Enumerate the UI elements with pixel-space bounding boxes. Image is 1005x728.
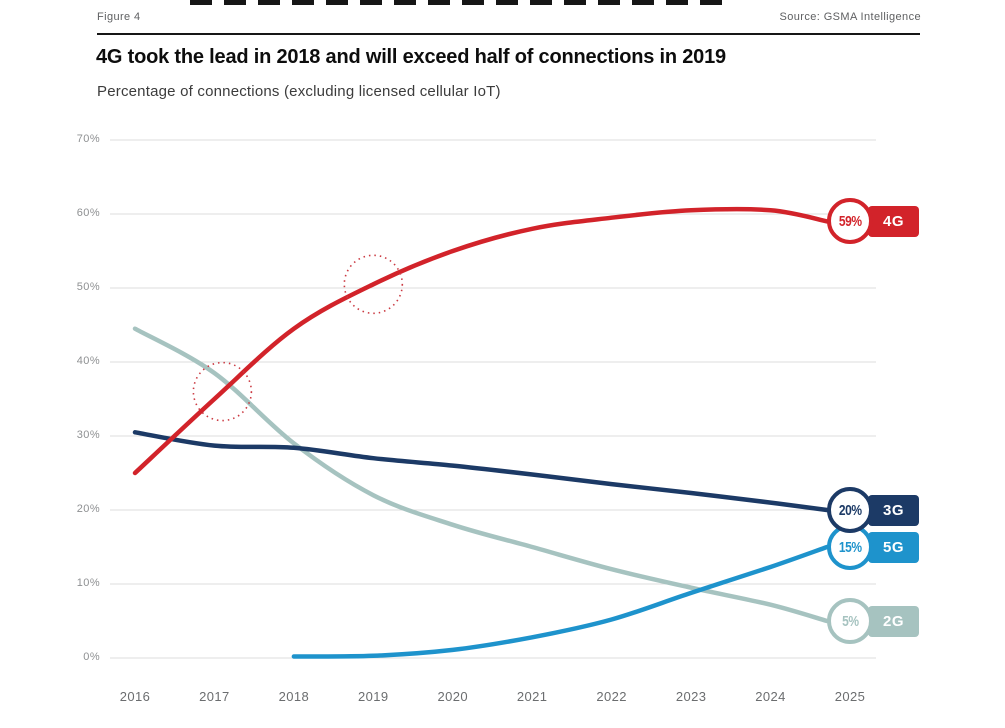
y-axis-tick-label: 50%: [76, 281, 100, 293]
y-axis-tick-label: 40%: [76, 355, 100, 367]
x-axis-tick-label: 2022: [596, 689, 627, 704]
end-value-circle-4g: 59%: [827, 198, 873, 245]
end-value-circle-3g: 20%: [827, 487, 873, 533]
y-axis-tick-label: 10%: [76, 577, 100, 589]
end-value-label: 59%: [838, 212, 862, 230]
end-value-label: 5%: [841, 612, 859, 630]
legend-badge-2g: 2G: [868, 605, 919, 637]
x-axis-tick-label: 2018: [278, 689, 310, 704]
source-label: Source: GSMA Intelligence: [779, 11, 921, 23]
cutoff-text-remnant: [190, 0, 722, 5]
x-axis-tick-label: 2024: [755, 689, 786, 704]
y-axis-tick-label: 70%: [76, 133, 100, 145]
legend-badge-3g: 3G: [868, 494, 919, 526]
y-axis-tick-label: 0%: [83, 651, 100, 663]
end-value-circle-2g: 5%: [827, 598, 873, 644]
chart-subtitle: Percentage of connections (excluding lic…: [97, 83, 501, 100]
x-axis-tick-label: 2016: [119, 689, 151, 704]
legend-badge-4g: 4G: [868, 205, 919, 237]
figure-label: Figure 4: [97, 11, 141, 23]
x-axis-tick-label: 2020: [437, 689, 469, 704]
annotation-dotted-circle: [192, 361, 253, 422]
x-axis-tick-label: 2025: [834, 689, 866, 704]
series-line-4g: [132, 206, 830, 476]
annotation-dotted-circle: [343, 254, 404, 315]
series-line-3g: [132, 430, 830, 513]
header-divider: [97, 33, 920, 35]
legend-badge-5g: 5G: [868, 531, 919, 563]
y-axis-tick-label: 60%: [76, 207, 100, 219]
x-axis-tick-label: 2019: [358, 689, 389, 704]
x-axis-tick-label: 2023: [675, 689, 707, 704]
chart-title: 4G took the lead in 2018 and will exceed…: [96, 46, 726, 68]
series-line-2g: [132, 326, 830, 624]
end-value-label: 15%: [838, 538, 862, 556]
y-axis-tick-label: 30%: [76, 429, 100, 441]
y-axis-tick-label: 20%: [76, 503, 100, 515]
end-value-label: 20%: [838, 501, 862, 519]
x-axis-tick-label: 2021: [516, 689, 548, 704]
x-axis-tick-label: 2017: [199, 689, 230, 704]
series-line-5g: [291, 544, 830, 659]
